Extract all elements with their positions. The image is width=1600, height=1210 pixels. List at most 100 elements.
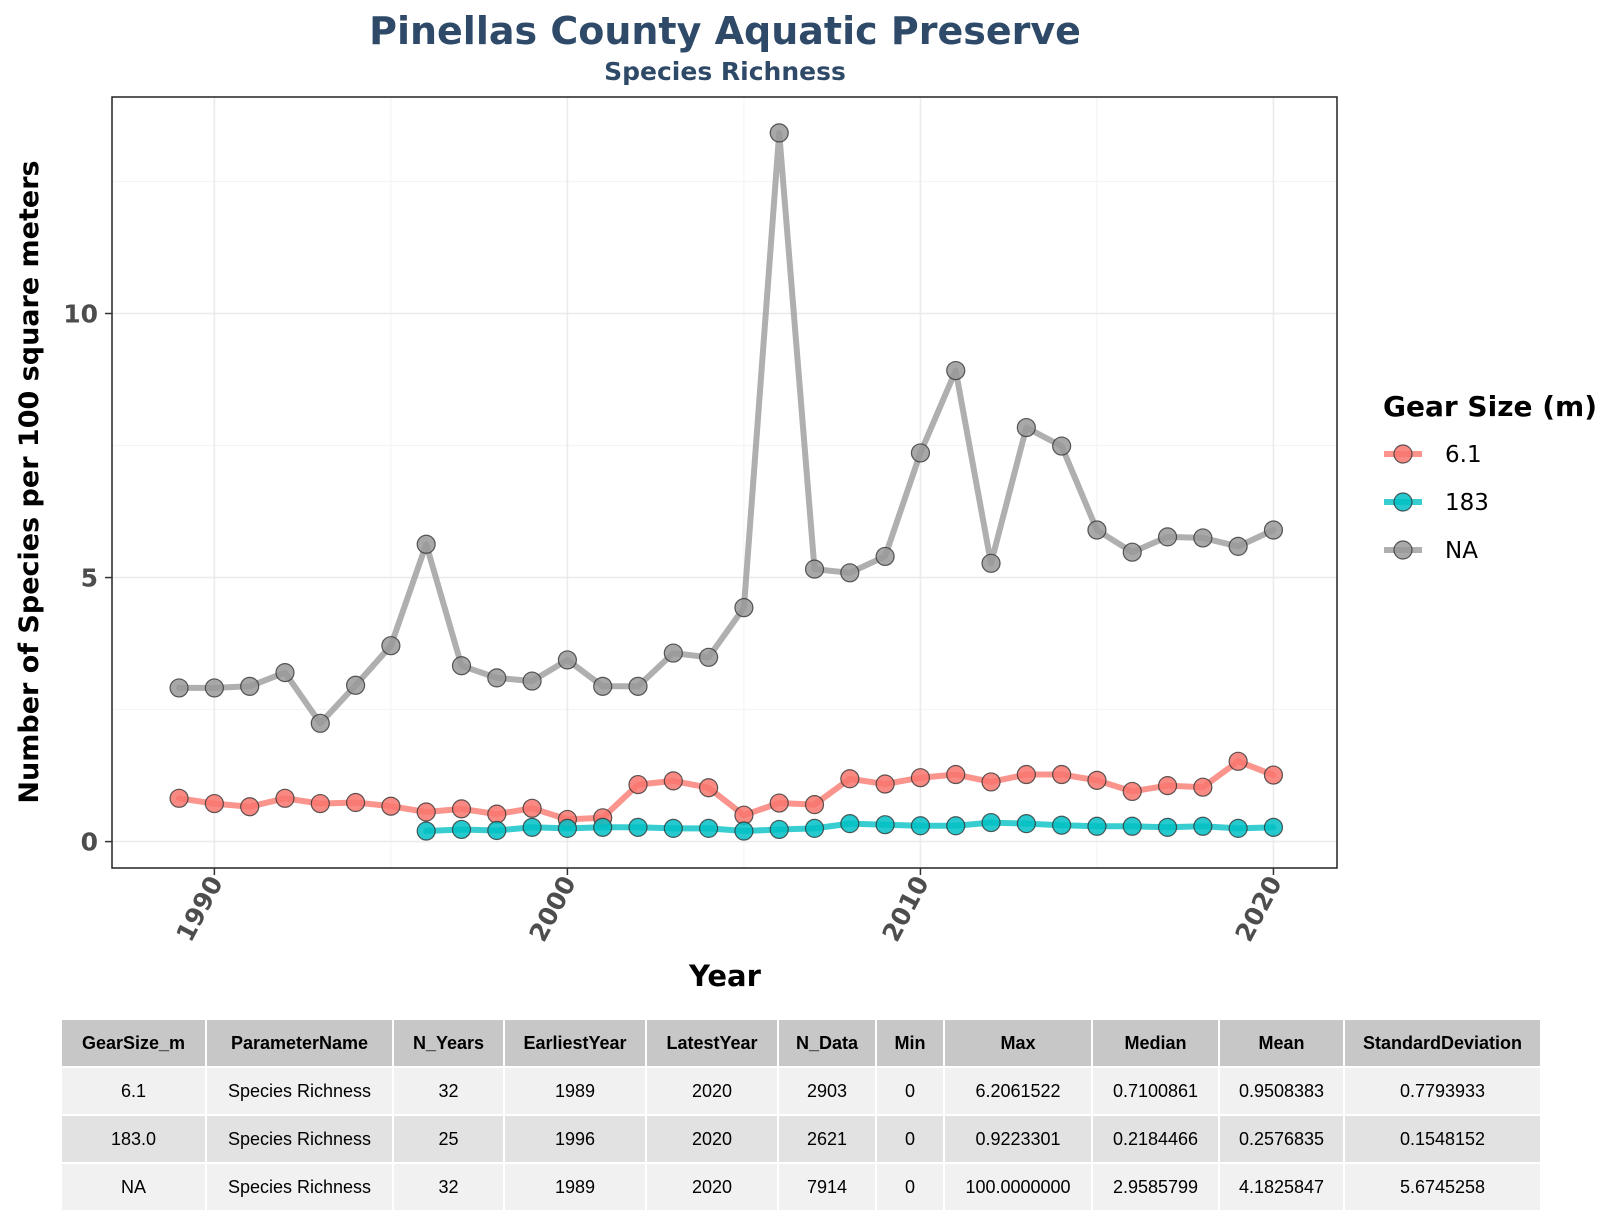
data-point (451, 656, 472, 676)
data-point (981, 553, 1001, 573)
data-point (981, 812, 1001, 833)
table-cell: 32 (393, 1162, 505, 1210)
data-point (416, 821, 436, 841)
table-cell: 2621 (778, 1114, 877, 1163)
legend-label: 183 (1445, 490, 1489, 516)
data-point (310, 713, 330, 733)
table-cell: NA (62, 1162, 207, 1210)
table-cell: 0.7793933 (1344, 1066, 1542, 1115)
table-header-cell: Mean (1219, 1020, 1345, 1067)
table-cell: 0 (876, 1066, 945, 1115)
table-header-cell: ParameterName (206, 1020, 394, 1067)
table-header-cell: Max (944, 1020, 1093, 1067)
data-point (699, 818, 719, 838)
table-cell: 6.1 (62, 1066, 207, 1115)
data-point (1228, 818, 1248, 838)
data-point (910, 768, 931, 788)
table-header-cell: GearSize_m (62, 1020, 207, 1067)
table-header-cell: EarliestYear (504, 1020, 647, 1067)
data-point (946, 360, 966, 381)
data-point (769, 123, 789, 143)
data-point (416, 534, 436, 554)
data-point (840, 814, 860, 834)
table-cell: 6.2061522 (944, 1066, 1093, 1115)
data-point (734, 598, 754, 618)
table-cell: 2903 (778, 1066, 877, 1115)
data-point (1228, 751, 1248, 771)
table-cell: 2.9585799 (1092, 1162, 1220, 1210)
legend: Gear Size (m) 6.1 183 NA (1383, 390, 1597, 564)
data-point (240, 797, 260, 817)
legend-key-point (1393, 492, 1413, 512)
data-point (875, 815, 895, 835)
table-header-cell: N_Years (393, 1020, 505, 1067)
data-point (1263, 520, 1284, 540)
data-point (1087, 816, 1107, 836)
y-axis-title: Number of Species per 100 square meters (14, 160, 45, 803)
data-point (628, 676, 648, 696)
data-point (522, 817, 542, 837)
data-point (1157, 817, 1178, 837)
data-point (416, 802, 436, 822)
table-body: 6.1 Species Richness 32 1989 2020 2903 0 6.2061… (62, 1066, 1542, 1210)
summary-stats-table: GearSize_m ParameterName N_Years EarliestYe… (62, 1020, 1542, 1210)
data-point (1263, 817, 1284, 837)
table-cell: 1989 (504, 1162, 647, 1210)
series-6.1 (169, 751, 1284, 830)
data-point (451, 819, 472, 840)
y-tick-label: 0 (81, 828, 98, 857)
x-tick-label: 2000 (523, 871, 581, 946)
data-point (204, 678, 224, 698)
x-axis-title: Year (688, 959, 762, 993)
legend-item-183: 183 (1384, 490, 1489, 516)
data-point (946, 764, 966, 785)
data-point (557, 818, 578, 838)
data-point (240, 676, 260, 696)
table-row: 183.0 Species Richness 25 1996 2020 2621 0 0.92… (62, 1114, 1542, 1163)
data-point (663, 771, 683, 791)
y-tick-label: 10 (63, 300, 98, 329)
legend-item-6.1: 6.1 (1384, 442, 1482, 468)
table-cell: 25 (393, 1114, 505, 1163)
data-point (381, 636, 401, 656)
data-point (345, 792, 366, 813)
table-cell: 0.2184466 (1092, 1114, 1220, 1163)
table-cell: 1996 (504, 1114, 647, 1163)
data-point (910, 443, 931, 463)
plot-panel-border (111, 96, 1338, 869)
legend-label: NA (1445, 538, 1478, 564)
data-point (1016, 764, 1036, 785)
chart-subtitle: Species Richness (604, 57, 846, 86)
data-point (1087, 520, 1107, 540)
data-point (1193, 816, 1213, 836)
data-point (1122, 816, 1142, 836)
species-richness-chart: Pinellas County Aquatic Preserve Species… (14, 9, 1597, 993)
data-point (840, 769, 860, 789)
table-cell: 4.1825847 (1219, 1162, 1345, 1210)
data-point (1122, 781, 1142, 802)
data-point (275, 788, 295, 808)
data-point (699, 778, 719, 798)
table-header-row: GearSize_m ParameterName N_Years EarliestYe… (62, 1020, 1542, 1067)
table-cell: 0.9508383 (1219, 1066, 1345, 1115)
table-header-cell: Median (1092, 1020, 1220, 1067)
data-point (910, 816, 931, 836)
data-point (804, 818, 825, 838)
data-point (451, 799, 472, 819)
series-line (176, 129, 1277, 727)
data-point (769, 793, 789, 813)
table-cell: 2020 (646, 1114, 779, 1163)
table-cell: 0 (876, 1114, 945, 1163)
table-header-cell: LatestYear (646, 1020, 779, 1067)
data-point (734, 821, 754, 841)
table-cell: 7914 (778, 1162, 877, 1210)
table-row: NA Species Richness 32 1989 2020 7914 0 100.000… (62, 1162, 1542, 1210)
data-point (1122, 542, 1142, 562)
table-header-cell: N_Data (778, 1020, 877, 1067)
table-cell: 0.1548152 (1344, 1114, 1542, 1163)
data-point (204, 793, 224, 814)
data-point (1193, 777, 1213, 797)
data-point (487, 668, 507, 688)
table-cell: 0.7100861 (1092, 1066, 1220, 1115)
